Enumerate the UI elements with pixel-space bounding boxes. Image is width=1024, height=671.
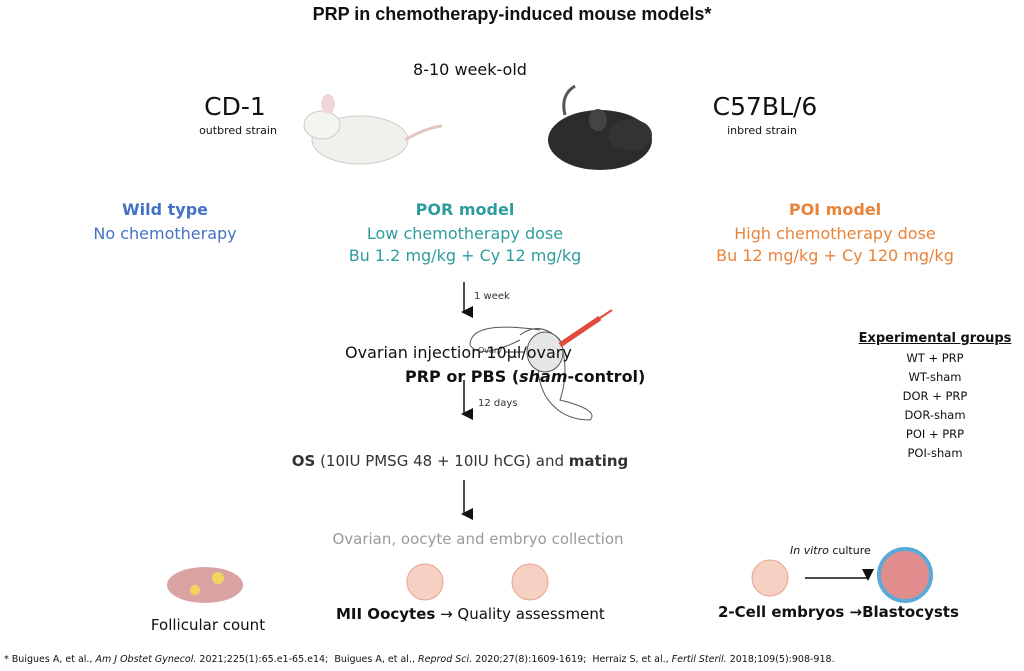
white-mouse	[303, 94, 443, 165]
treatment: PRP or PBS (sham-control)	[405, 367, 645, 386]
ref-authors: Herraiz S, et al.,	[592, 654, 672, 665]
ref-journal: Fertil Steril.	[671, 654, 727, 665]
groups-title: Experimental groups	[858, 331, 1012, 346]
model-line: Bu 1.2 mg/kg + Cy 12 mg/kg	[348, 246, 582, 265]
text: OS	[291, 452, 316, 470]
oocyte	[406, 563, 444, 601]
embryo	[751, 559, 789, 597]
model-name: Wild type	[121, 200, 209, 219]
text: mating	[568, 452, 629, 470]
ref-authors: Buigues A, et al.,	[334, 654, 419, 665]
outcome: Follicular count	[150, 616, 266, 634]
text: culture	[828, 544, 871, 557]
ref-details: 2020;27(8):1609-1619;	[472, 654, 593, 665]
ref-details: 2021;225(1):65.e1-65.e14;	[196, 654, 335, 665]
text: (10IU PMSG 48 + 10IU hCG) and	[315, 452, 569, 470]
ref-authors: Buigues A, et al.,	[11, 654, 96, 665]
group-item: DOR-sham	[904, 408, 966, 422]
collection: Ovarian, oocyte and embryo collection	[332, 530, 624, 548]
strain-name: C57BL/6	[712, 92, 818, 121]
title: PRP in chemotherapy-induced mouse models…	[312, 4, 712, 24]
interval: 12 days	[478, 398, 518, 409]
footnote: * Buigues A, et al., Am J Obstet Gynecol…	[4, 654, 835, 665]
model-line: Bu 12 mg/kg + Cy 120 mg/kg	[716, 246, 954, 265]
ref-details: 2018;109(5):908-918.	[726, 654, 835, 665]
text: MII Oocytes	[336, 605, 436, 623]
model-name: POR model	[415, 200, 515, 219]
strain-type: inbred strain	[727, 124, 797, 137]
text: *	[4, 654, 12, 665]
group-item: DOR + PRP	[902, 389, 968, 403]
group-item: WT-sham	[908, 370, 962, 384]
blastocyst	[877, 547, 933, 603]
black-mouse	[548, 84, 652, 170]
text: In vitro	[790, 544, 829, 557]
outcome: 2-Cell embryos →Blastocysts	[718, 603, 959, 621]
model-line: High chemotherapy dose	[734, 224, 936, 243]
injection: Ovarian injection 10µl/ovary	[345, 343, 572, 362]
outcome: MII Oocytes → Quality assessment	[336, 605, 605, 623]
text: PRP or PBS (	[405, 367, 520, 386]
group-item: POI-sham	[907, 446, 963, 460]
text: sham	[519, 367, 568, 386]
group-item: WT + PRP	[906, 351, 964, 365]
ref-journal: Reprod Sci.	[418, 654, 473, 665]
ref-journal: Am J Obstet Gynecol.	[95, 654, 197, 665]
model-name: POI model	[788, 200, 882, 219]
ovary-image	[167, 567, 243, 603]
strain-name: CD-1	[204, 92, 266, 121]
strain-type: outbred strain	[199, 124, 277, 137]
oocyte	[511, 563, 549, 601]
group-item: POI + PRP	[905, 427, 965, 441]
culture: In vitro culture	[790, 544, 871, 557]
model-line: Low chemotherapy dose	[366, 224, 564, 243]
text: → Quality assessment	[440, 605, 605, 623]
interval: 1 week	[474, 291, 510, 302]
model-line: No chemotherapy	[93, 224, 237, 243]
ovary-label: Ovary	[478, 346, 502, 355]
age: 8-10 week-old	[413, 60, 527, 79]
text: -control)	[567, 367, 646, 386]
ovary-drawing	[469, 309, 613, 421]
os-step: OS (10IU PMSG 48 + 10IU hCG) and mating	[292, 452, 629, 470]
